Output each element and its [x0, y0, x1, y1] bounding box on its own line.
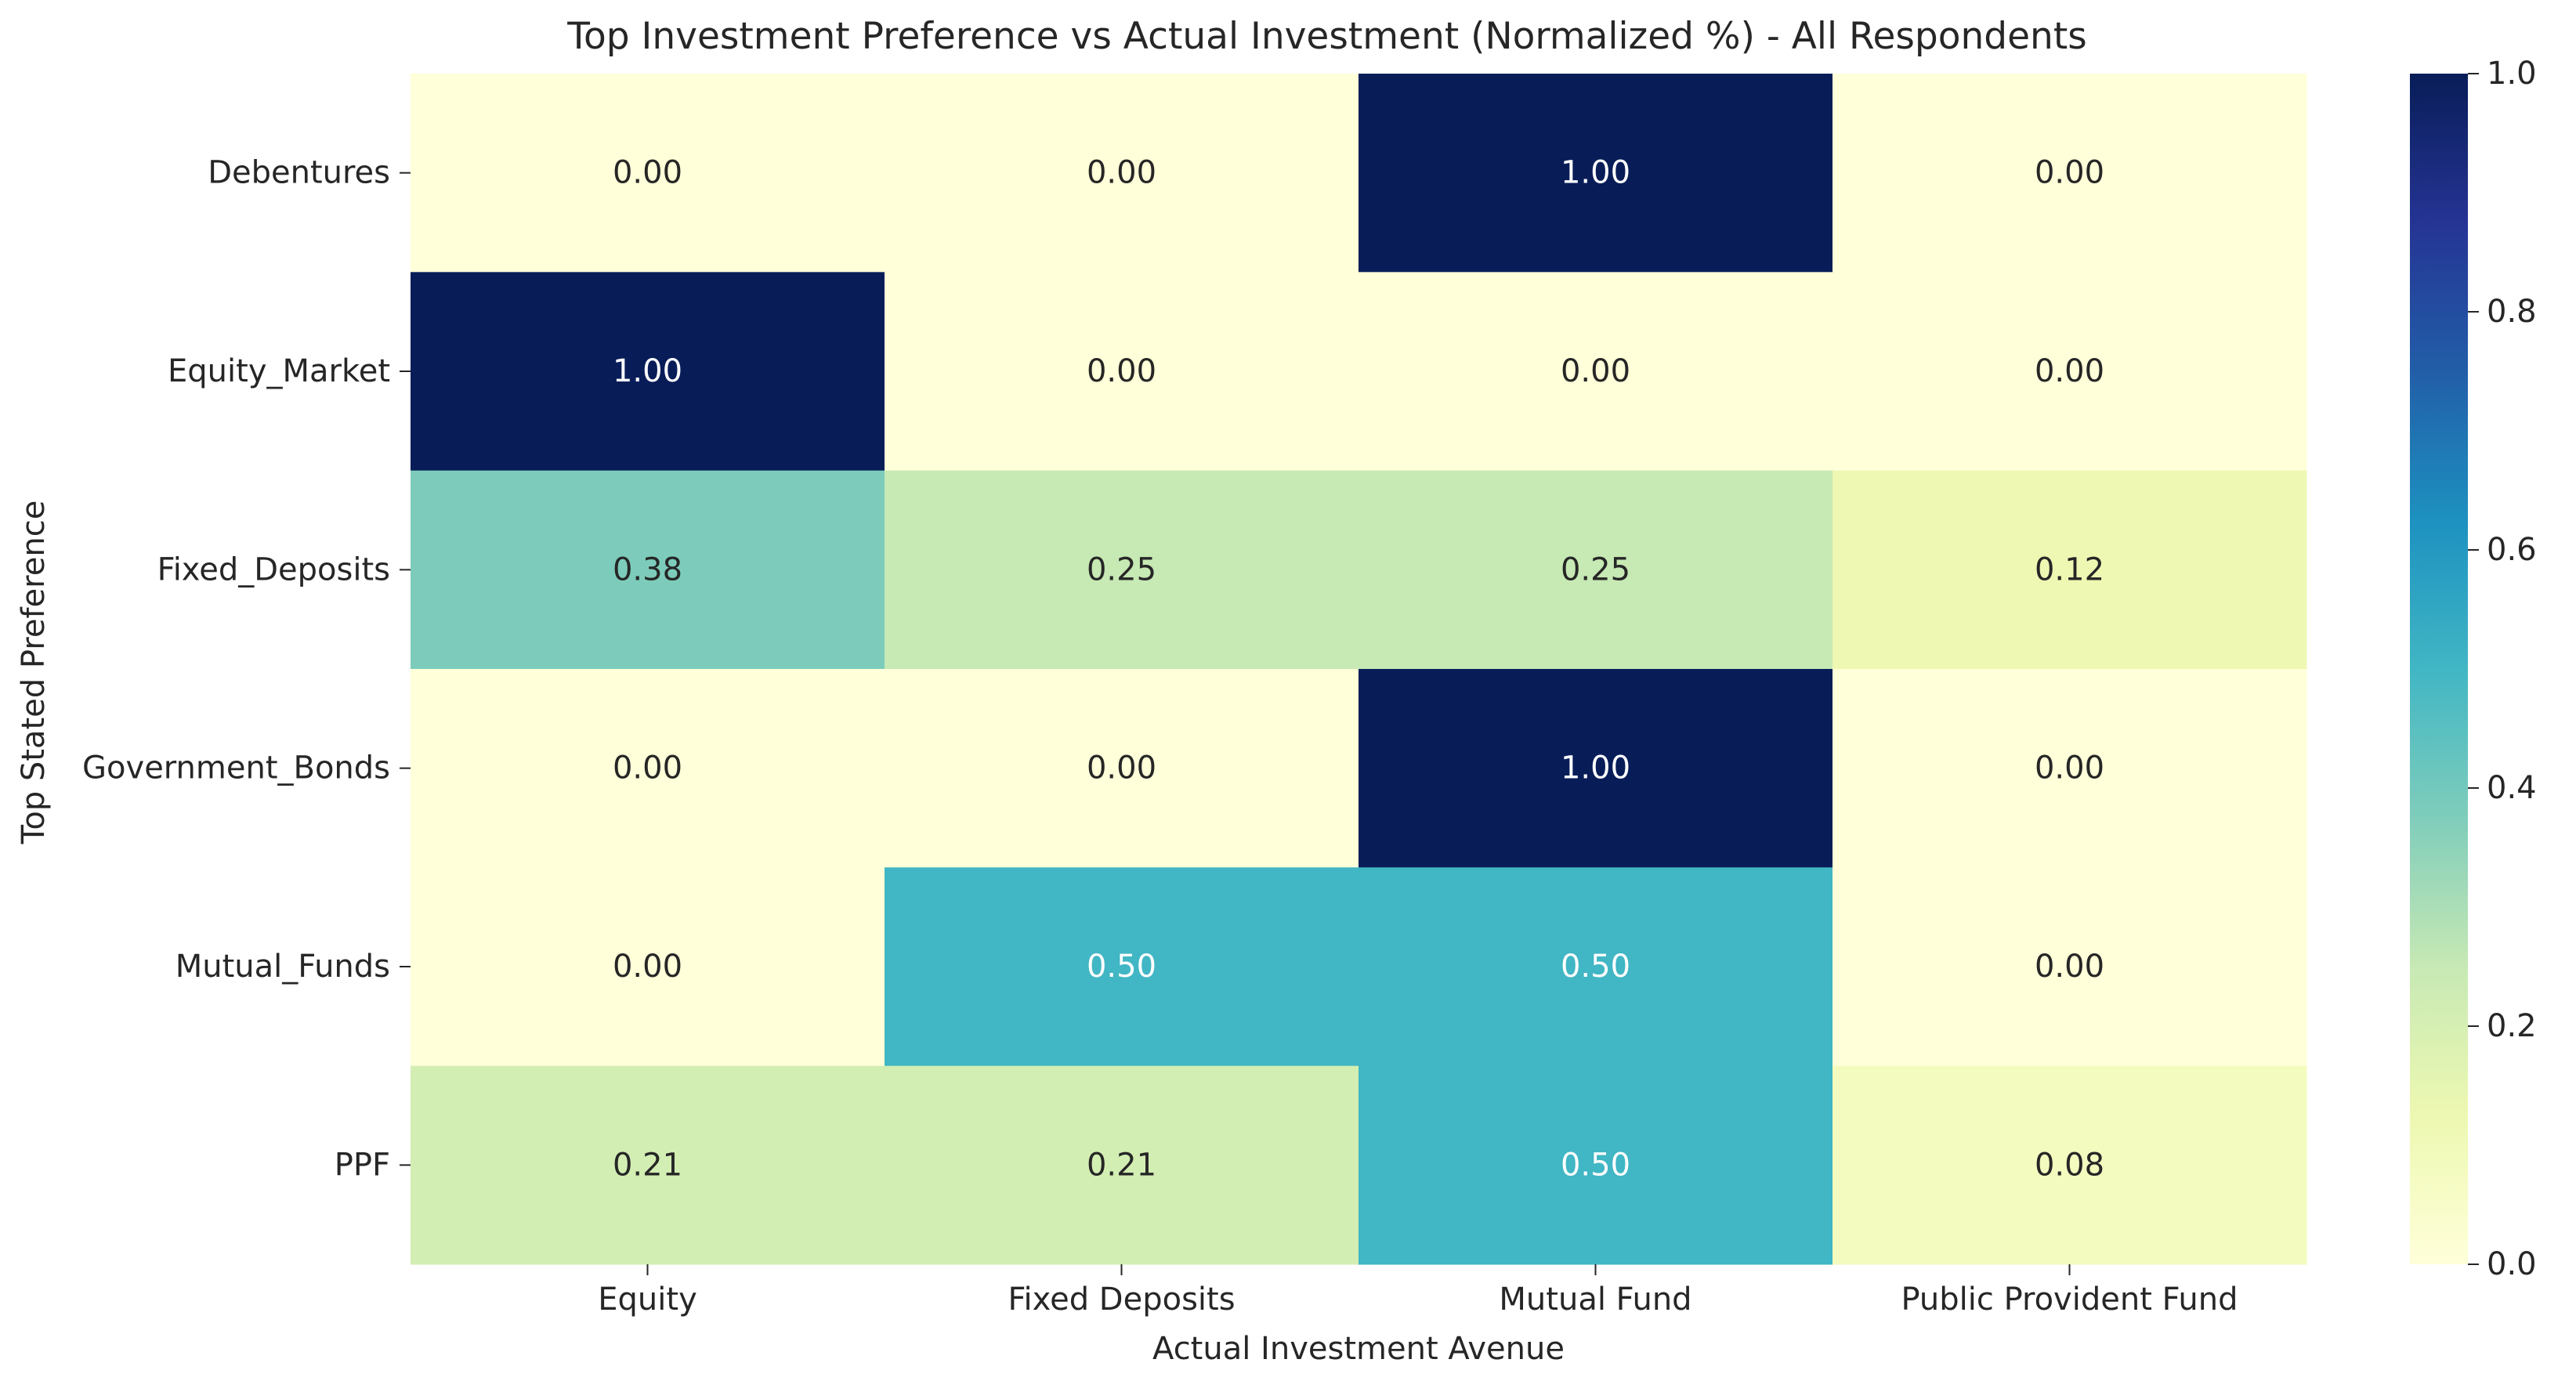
- cell-value-label: 0.12: [2035, 551, 2104, 587]
- cell-value-label: 0.00: [1087, 155, 1156, 191]
- heatmap-cell: [1833, 272, 2307, 472]
- cell-value-label: 0.00: [613, 750, 682, 786]
- colorbar-tick-label: 0.2: [2487, 1008, 2537, 1044]
- y-tick-label: Government_Bonds: [82, 750, 390, 786]
- chart-title: Top Investment Preference vs Actual Inve…: [566, 15, 2086, 58]
- heatmap-cell: [411, 1065, 885, 1265]
- y-axis: Debentures Equity_Market Fixed_Deposits Gov…: [82, 155, 411, 1183]
- heatmap-cell: [411, 272, 885, 472]
- x-axis: Equity Fixed Deposits Mutual Fund Public Pr…: [598, 1264, 2238, 1318]
- colorbar-tick-label: 1.0: [2487, 56, 2537, 92]
- cell-value-label: 0.25: [1561, 551, 1630, 587]
- heatmap-cell: [885, 669, 1359, 868]
- cell-value-label: 0.00: [1087, 353, 1156, 389]
- x-tick-label: Public Provident Fund: [1901, 1282, 2238, 1318]
- heatmap-cell: [885, 1065, 1359, 1265]
- heatmap-cell: [1359, 470, 1833, 670]
- x-axis-label: Actual Investment Avenue: [1152, 1331, 1565, 1367]
- heatmap-cell: [1833, 1065, 2307, 1265]
- cell-value-label: 0.00: [2035, 949, 2104, 985]
- heatmap-cell: [1833, 867, 2307, 1067]
- heatmap-cell: [885, 470, 1359, 670]
- heatmap-cell: [1833, 470, 2307, 670]
- heatmap-cell: [1359, 669, 1833, 868]
- heatmap-cell: [1833, 74, 2307, 273]
- cell-value-label: 0.00: [2035, 155, 2104, 191]
- x-tick-label: Fixed Deposits: [1008, 1282, 1235, 1318]
- colorbar-tick-label: 0.4: [2487, 770, 2537, 806]
- heatmap-cell: [1359, 272, 1833, 472]
- colorbar-tick-label: 0.6: [2487, 532, 2537, 568]
- y-tick-label: Equity_Market: [168, 353, 390, 389]
- y-tick-label: Mutual_Funds: [175, 949, 390, 985]
- y-tick-label: PPF: [335, 1147, 390, 1183]
- heatmap-cells: [411, 74, 2307, 1265]
- heatmap-cell: [411, 470, 885, 670]
- cell-value-label: 0.00: [613, 949, 682, 985]
- heatmap-cell: [885, 867, 1359, 1067]
- y-axis-label: Top Stated Preference: [16, 501, 52, 845]
- heatmap-cell: [1833, 669, 2307, 868]
- heatmap-cell: [411, 867, 885, 1067]
- y-tick-label: Debentures: [208, 155, 390, 191]
- cell-value-label: 0.25: [1087, 551, 1156, 587]
- cell-value-label: 0.00: [2035, 353, 2104, 389]
- colorbar-gradient: [2410, 74, 2468, 1264]
- cell-value-label: 0.08: [2035, 1147, 2104, 1183]
- cell-value-label: 0.00: [1087, 750, 1156, 786]
- heatmap-cell: [1359, 1065, 1833, 1265]
- cell-value-label: 0.00: [1561, 353, 1630, 389]
- cell-value-label: 0.50: [1561, 1147, 1630, 1183]
- cell-value-label: 1.00: [1561, 750, 1630, 786]
- heatmap-cell: [1359, 74, 1833, 273]
- heatmap-cell-labels: 0.00 0.00 1.00 0.00 1.00 0.00 0.00 0.00 0.38 0.25…: [613, 155, 2104, 1184]
- cell-value-label: 0.00: [613, 155, 682, 191]
- colorbar-tick-label: 0.8: [2487, 294, 2537, 330]
- colorbar: 0.0 0.2 0.4 0.6 0.8 1.0: [2410, 56, 2537, 1282]
- heatmap-cell: [411, 74, 885, 273]
- heatmap-cell: [1359, 867, 1833, 1067]
- heatmap-cell: [885, 74, 1359, 273]
- x-tick-label: Mutual Fund: [1499, 1282, 1691, 1318]
- cell-value-label: 0.50: [1087, 949, 1156, 985]
- colorbar-tick-label: 0.0: [2487, 1246, 2537, 1282]
- cell-value-label: 0.50: [1561, 949, 1630, 985]
- cell-value-label: 0.21: [1087, 1147, 1156, 1183]
- cell-value-label: 1.00: [613, 353, 682, 389]
- cell-value-label: 0.00: [2035, 750, 2104, 786]
- y-tick-label: Fixed_Deposits: [157, 551, 390, 587]
- cell-value-label: 0.38: [613, 551, 682, 587]
- cell-value-label: 1.00: [1561, 155, 1630, 191]
- cell-value-label: 0.21: [613, 1147, 682, 1183]
- x-tick-label: Equity: [598, 1282, 696, 1318]
- heatmap-cell: [411, 669, 885, 868]
- heatmap-cell: [885, 272, 1359, 472]
